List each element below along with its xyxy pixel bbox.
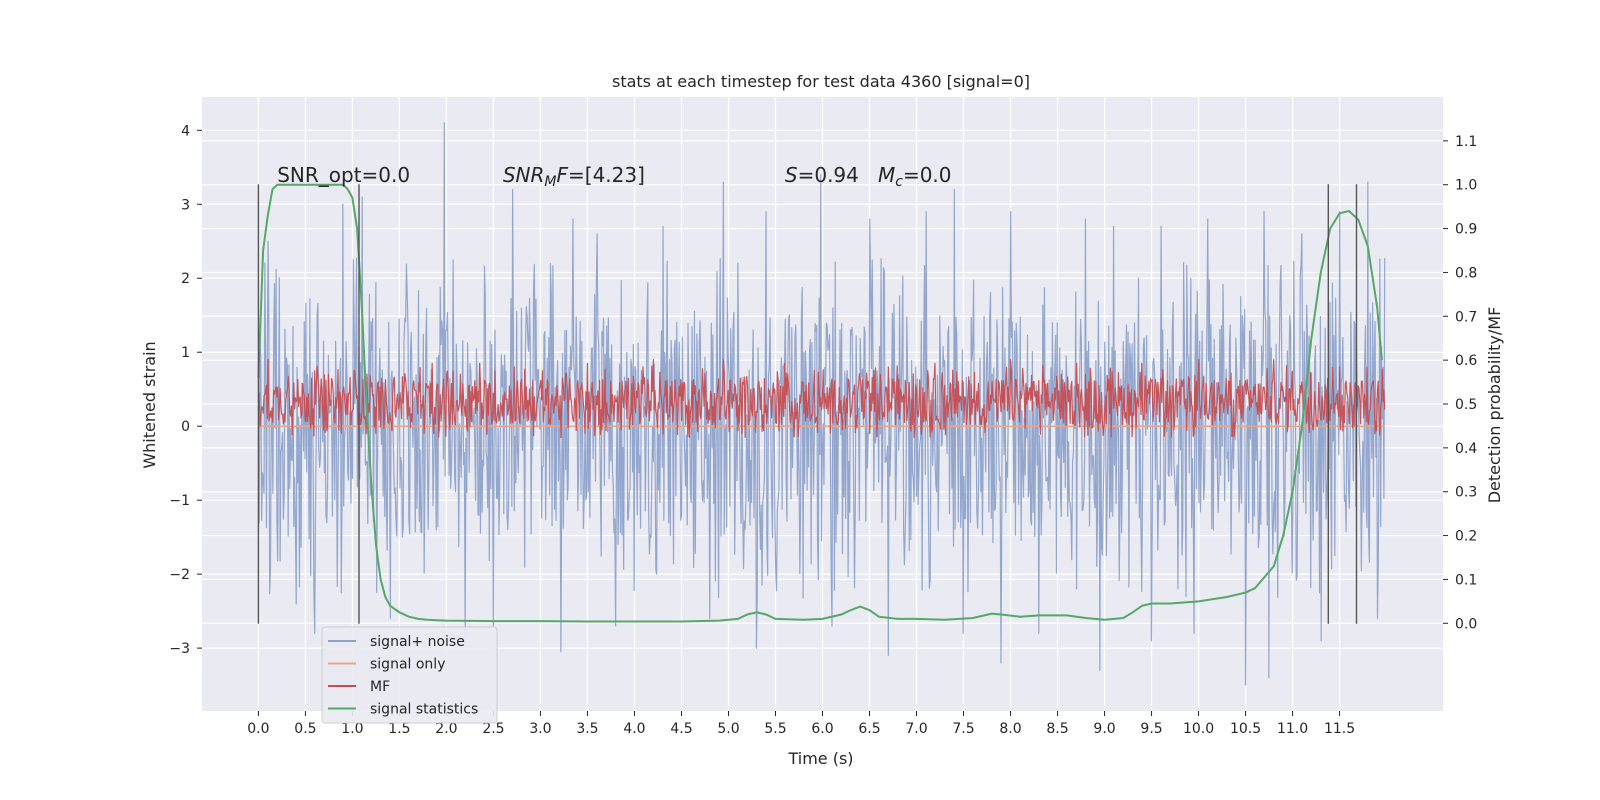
- x-tick-label: 9.5: [1140, 721, 1162, 737]
- series-layer: [257, 122, 1386, 686]
- y-right-tick-label: 0.4: [1455, 441, 1477, 457]
- y-tick-label: 1: [181, 345, 190, 361]
- annotation-text: S=0.94 Mc=0.0: [785, 163, 952, 190]
- x-tick-label: 7.0: [905, 721, 927, 737]
- legend-label: MF: [370, 679, 390, 695]
- annotation-text: SNR_opt=0.0: [277, 163, 410, 187]
- legend-box: [321, 626, 498, 724]
- y-tick-label: −1: [169, 493, 190, 509]
- x-tick-label: 1.0: [341, 721, 363, 737]
- y-right-tick-label: 0.1: [1455, 572, 1477, 588]
- y-axis-label: Whitened strain: [140, 341, 159, 468]
- x-tick-label: 8.5: [1046, 721, 1068, 737]
- x-tick-label: 11.5: [1324, 721, 1355, 737]
- y-axis-right-ticks: 0.0 0.1 0.2 0.3 0.4 0.5 0.6 0.7 0.8 0.9 1.0 1.1: [1443, 134, 1477, 632]
- y-right-tick-label: 1.1: [1455, 134, 1477, 150]
- legend-label: signal statistics: [370, 702, 478, 718]
- x-tick-label: 2.0: [435, 721, 457, 737]
- x-tick-label: 3.5: [576, 721, 598, 737]
- x-tick-label: 10.0: [1183, 721, 1214, 737]
- x-tick-label: 6.0: [811, 721, 833, 737]
- x-tick-label: 0.5: [294, 721, 316, 737]
- x-tick-label: 0.0: [247, 721, 269, 737]
- y-right-tick-label: 0.0: [1455, 616, 1477, 632]
- y-axis-ticks: −3 −2 −1 0 1 2 3 4: [169, 123, 202, 657]
- annotation-text: SNRMF=[4.23]: [503, 163, 645, 190]
- annotations: SNR_opt=0.0 SNRMF=[4.23] S=0.94 Mc=0.0: [277, 163, 951, 190]
- y-tick-label: −3: [169, 641, 190, 657]
- chart-title: stats at each timestep for test data 436…: [612, 72, 1030, 91]
- y-right-tick-label: 0.6: [1455, 353, 1477, 369]
- x-tick-label: 4.5: [670, 721, 692, 737]
- x-tick-label: 8.0: [999, 721, 1021, 737]
- x-tick-label: 7.5: [952, 721, 974, 737]
- y-right-tick-label: 1.0: [1455, 178, 1477, 194]
- x-tick-label: 11.0: [1277, 721, 1308, 737]
- x-tick-label: 10.5: [1230, 721, 1261, 737]
- legend-label: signal+ noise: [370, 634, 465, 650]
- x-tick-label: 4.0: [623, 721, 645, 737]
- y-tick-label: 4: [181, 123, 190, 139]
- series-line-2: [257, 359, 1386, 439]
- x-tick-label: 3.0: [529, 721, 551, 737]
- y-axis-right-label: Detection probability/MF: [1485, 307, 1504, 504]
- x-axis-label: Time (s): [787, 749, 853, 768]
- y-tick-label: 0: [181, 419, 190, 435]
- y-tick-label: 3: [181, 197, 190, 213]
- y-tick-label: 2: [181, 271, 190, 287]
- series-line-3: [257, 183, 1383, 623]
- x-tick-label: 5.5: [764, 721, 786, 737]
- y-right-tick-label: 0.2: [1455, 529, 1477, 545]
- vertical-markers: [257, 184, 1358, 624]
- legend-label: signal only: [370, 657, 445, 673]
- x-tick-label: 6.5: [858, 721, 880, 737]
- y-right-tick-label: 0.3: [1455, 485, 1477, 501]
- y-right-tick-label: 0.7: [1455, 309, 1477, 325]
- y-right-tick-label: 0.9: [1455, 222, 1477, 238]
- y-right-tick-label: 0.8: [1455, 265, 1477, 281]
- x-tick-label: 5.0: [717, 721, 739, 737]
- series-line-0: [257, 122, 1386, 686]
- legend: signal+ noise signal only MF signal statist…: [321, 626, 498, 724]
- x-tick-label: 2.5: [482, 721, 504, 737]
- y-right-tick-label: 0.5: [1455, 397, 1477, 413]
- x-tick-label: 1.5: [388, 721, 410, 737]
- x-tick-label: 9.0: [1093, 721, 1115, 737]
- y-tick-label: −2: [169, 567, 190, 583]
- x-axis-ticks: 0.0 0.5 1.0 1.5 2.0 2.5 3.0 3.5 4.0 4.5 5.0 5.5 6.0 6…: [247, 711, 1355, 737]
